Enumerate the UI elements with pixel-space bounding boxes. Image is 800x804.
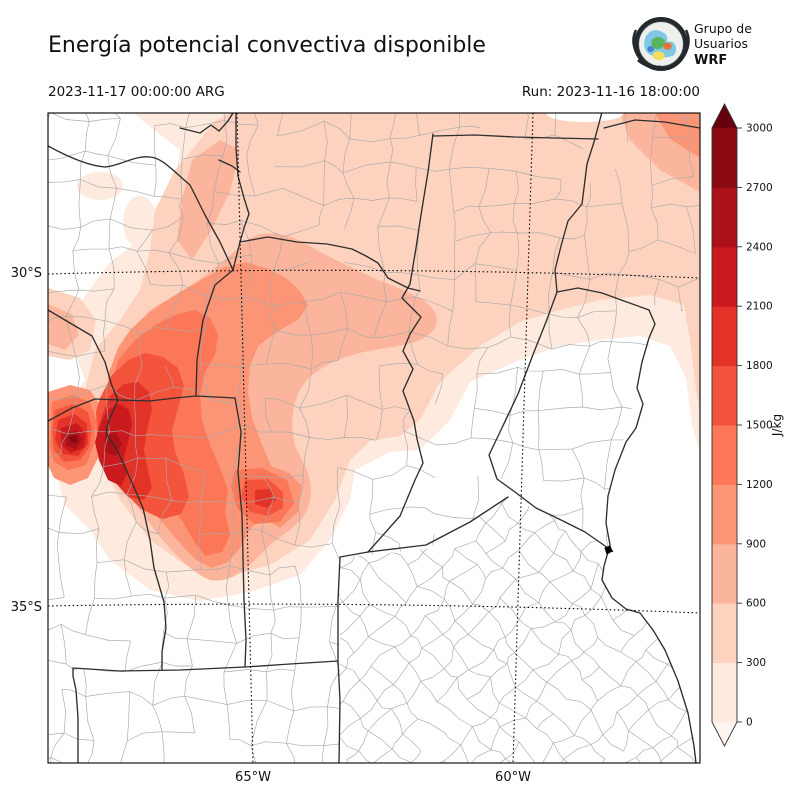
ytick-35s: 35°S <box>11 600 42 615</box>
province-boundaries <box>48 113 700 763</box>
colorbar-segment <box>712 484 737 545</box>
logo-text-line3: WRF <box>694 53 727 68</box>
page-title: Energía potencial convectiva disponible <box>48 33 486 58</box>
logo-text-line2: Usuarios <box>694 36 748 51</box>
colorbar-tick-label: 3000 <box>746 123 773 135</box>
ytick-30s: 30°S <box>11 266 42 281</box>
colorbar-segment <box>712 543 737 604</box>
colorbar-tick-label: 1800 <box>746 360 773 372</box>
colorbar-segment <box>712 187 737 248</box>
colorbar-tick-label: 900 <box>746 538 766 550</box>
colorbar-segment <box>712 662 737 723</box>
colorbar-segment <box>712 128 737 188</box>
colorbar-unit-label: J/kg <box>770 414 784 437</box>
globe-icon <box>632 17 690 71</box>
logo-text-line1: Grupo de <box>694 21 752 36</box>
run-time-label: Run: 2023-11-16 18:00:00 <box>522 84 700 100</box>
xtick-65w: 65°W <box>235 770 271 785</box>
colorbar-segment <box>712 425 737 485</box>
colorbar-tick-label: 1500 <box>746 420 773 432</box>
colorbar-tick-label: 2400 <box>746 241 773 253</box>
colorbar-under-arrow <box>712 722 737 746</box>
colorbar-tick-label: 1200 <box>746 479 773 491</box>
valid-time-label: 2023-11-17 00:00:00 ARG <box>48 84 225 100</box>
colorbar-over-arrow <box>712 104 737 128</box>
xtick-60w: 60°W <box>495 770 531 785</box>
colorbar-segment <box>712 603 737 664</box>
colorbar-tick-label: 300 <box>746 657 766 669</box>
gridline-65w <box>236 113 254 763</box>
graticule <box>48 113 700 763</box>
colorbar-tick-label: 2100 <box>746 301 773 313</box>
gridline-30s <box>48 269 700 279</box>
gridline-60w <box>512 113 534 763</box>
axis-labels: 30°S 35°S 65°W 60°W <box>11 266 531 785</box>
colorbar: 0 300 600 900 1200 1500 1800 2100 2400 2700 3000 <box>711 103 773 747</box>
colorbar-segment <box>712 306 737 367</box>
colorbar-segment <box>712 365 737 426</box>
colorbar-segment <box>712 246 737 307</box>
colorbar-tick-label: 2700 <box>746 182 773 194</box>
colorbar-tick-label: 0 <box>746 717 753 729</box>
buenos-aires-city-marker <box>604 545 614 555</box>
gridline-35s <box>48 603 700 614</box>
wrf-logo: Grupo de Usuarios WRF <box>632 17 752 71</box>
colorbar-tick-label: 600 <box>746 598 766 610</box>
map-frame <box>47 112 701 764</box>
